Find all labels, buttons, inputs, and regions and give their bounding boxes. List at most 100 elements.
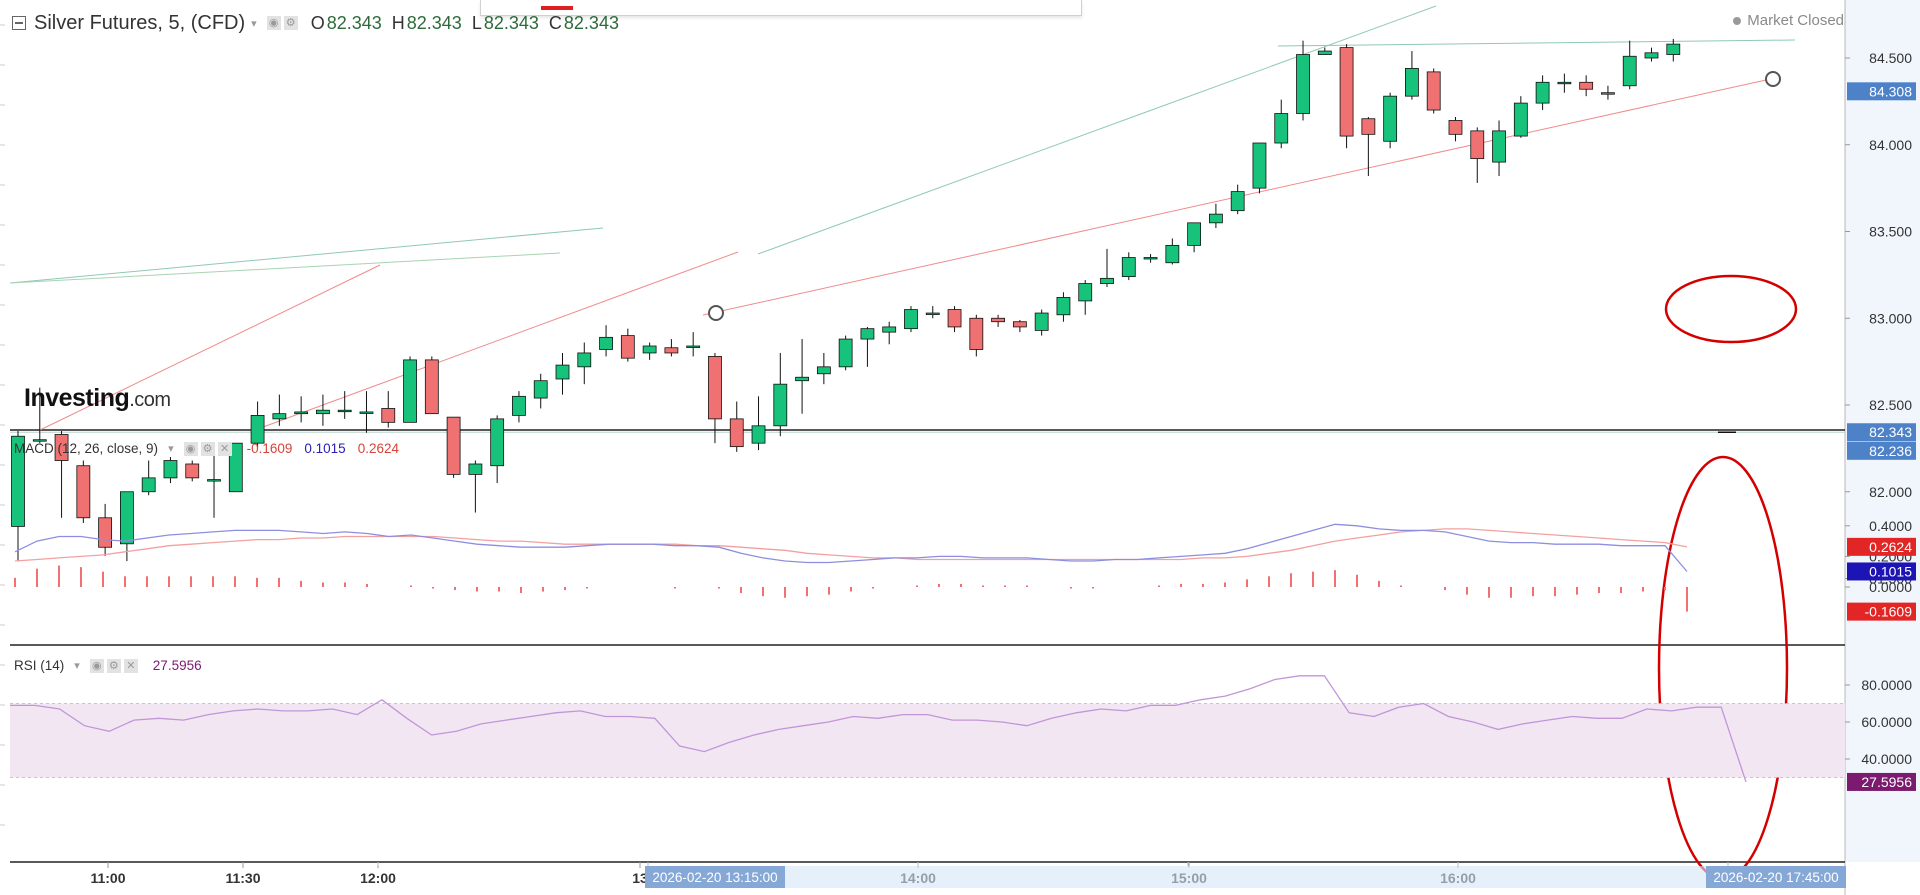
candle-body (1252, 142, 1267, 189)
ohlc-close-label: C (548, 12, 562, 33)
candle-body (1405, 68, 1419, 97)
candle-body (490, 418, 505, 467)
candle-body (381, 408, 396, 423)
candle-body (403, 359, 417, 423)
candle-body (11, 435, 25, 527)
candle-body (947, 309, 962, 328)
candle-body (1644, 52, 1659, 59)
candle-body (708, 356, 722, 420)
crosshair-time-box (1706, 866, 1846, 888)
crosshair-time-label: 2026-02-20 13:15:00 (652, 870, 777, 885)
candle-body (991, 317, 1005, 323)
close-icon[interactable]: ✕ (123, 658, 138, 673)
candle-body (533, 380, 548, 399)
macd-tick-label: 0.4000 (1869, 518, 1912, 534)
chevron-down-icon[interactable]: ▾ (74, 660, 80, 672)
price-tick-label: 83.000 (1869, 310, 1912, 326)
candle-body (76, 465, 91, 519)
price-tick-label: 82.500 (1869, 397, 1912, 413)
trend-line (9, 227, 604, 284)
candle-body (1296, 54, 1310, 114)
candle-body (773, 383, 788, 427)
candle-body (512, 395, 526, 416)
candle-body (599, 336, 613, 350)
time-tick-label: 11:30 (225, 870, 260, 886)
candle-body (686, 345, 701, 348)
candle-body (860, 328, 875, 340)
candle-body (751, 425, 766, 444)
candle-body (1535, 81, 1550, 104)
logo-suffix: .com (129, 389, 171, 411)
macd-signal-value: 0.2624 (357, 441, 399, 456)
rsi-tick-label: 60.0000 (1861, 714, 1912, 730)
price-label-text: 82.343 (1869, 424, 1912, 440)
candle-body (1666, 43, 1681, 55)
color-swatch[interactable] (541, 6, 573, 10)
ohlc-close-value: 82.343 (563, 12, 619, 33)
close-icon[interactable]: ✕ (217, 441, 232, 456)
macd-label[interactable]: MACD (12, 26, close, 9) (14, 441, 159, 456)
candle-body (1513, 102, 1528, 137)
ohlc-low-value: 82.343 (483, 12, 539, 33)
macd-header: MACD (12, 26, close, 9) ▾ ◉ ⚙ ✕ -0.1609 … (14, 441, 399, 456)
price-tick-label: 84.500 (1869, 50, 1912, 66)
candle-body (904, 309, 918, 330)
macd-value-label-box (1847, 537, 1916, 556)
trend-line (1277, 39, 1796, 47)
candle-body (272, 413, 287, 420)
candle-body (424, 359, 439, 415)
gear-icon[interactable]: ⚙ (200, 441, 215, 456)
candle-body (1012, 321, 1027, 328)
rsi-value: 27.5956 (152, 658, 202, 673)
investing-logo: Investing.com (24, 384, 171, 413)
rsi-label[interactable]: RSI (14) (14, 658, 65, 673)
candle-body (337, 409, 352, 413)
gear-icon[interactable]: ⚙ (106, 658, 121, 673)
candle-body (1187, 222, 1202, 246)
candle-body (1492, 130, 1506, 163)
logo-name: Investing (24, 384, 130, 412)
chevron-down-icon[interactable]: ▾ (168, 443, 174, 455)
candle-body (141, 477, 156, 493)
candle-body (1383, 95, 1398, 142)
price-label-box (1847, 423, 1916, 442)
ohlc-high-value: 82.343 (406, 12, 462, 33)
candle-body (1230, 191, 1245, 212)
trend-line (39, 264, 381, 431)
macd-value-label-box (1847, 602, 1916, 621)
macd-value-label-text: -0.1609 (1865, 604, 1913, 620)
rsi-value-label-box (1847, 772, 1916, 791)
annotation-ellipse (1664, 274, 1798, 344)
ohlc-high-label: H (391, 12, 405, 33)
candle-body (1361, 118, 1376, 135)
ohlc-low-label: L (471, 12, 482, 33)
candle-body (664, 347, 679, 354)
eye-icon[interactable]: ◉ (89, 658, 104, 673)
time-tick-label: 13 (632, 870, 648, 886)
instrument-title[interactable]: Silver Futures, 5, (CFD) (34, 11, 246, 34)
chevron-down-icon[interactable]: ▾ (251, 17, 257, 30)
candle-body (1165, 244, 1180, 264)
gear-icon[interactable]: ⚙ (283, 16, 298, 30)
collapse-icon[interactable] (12, 16, 26, 30)
eye-icon[interactable]: ◉ (183, 441, 198, 456)
candle-body (185, 463, 200, 479)
crosshair-time-box (645, 866, 785, 888)
macd-histogram-value: -0.1609 (246, 441, 293, 456)
rsi-line (10, 675, 1747, 783)
candle-body (316, 409, 330, 415)
price-label-text: 84.308 (1869, 83, 1912, 99)
candle-body (838, 338, 853, 368)
candle-body (359, 411, 374, 414)
eye-icon[interactable]: ◉ (266, 16, 281, 30)
trend-line (757, 5, 1437, 255)
candle-body (163, 460, 178, 479)
candle-body (32, 439, 47, 442)
candle-body (969, 317, 984, 350)
drawing-toolbar[interactable] (480, 0, 1082, 16)
macd-value-label-text: 0.1015 (1869, 563, 1912, 579)
candle-body (1056, 297, 1071, 316)
candle-body (228, 442, 243, 493)
macd-line (14, 523, 1688, 572)
